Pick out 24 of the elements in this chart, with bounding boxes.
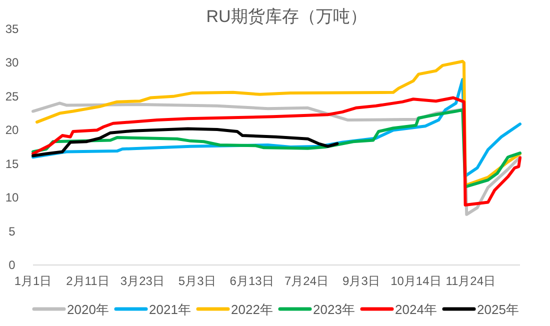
legend-label: 2024年: [395, 302, 437, 317]
y-tick-label: 15: [5, 156, 19, 171]
y-tick-label: 0: [8, 258, 16, 272]
x-tick-label: 10月14日: [390, 274, 442, 288]
legend-label: 2020年: [67, 302, 109, 317]
y-tick-label: 30: [5, 56, 19, 70]
x-tick-label: 3月23日: [120, 274, 164, 288]
y-tick-label: 35: [5, 22, 19, 36]
x-tick-label: 5月3日: [178, 274, 216, 288]
legend-label: 2021年: [149, 302, 191, 317]
title: RU期货库存（万吨）: [206, 7, 367, 26]
legend-label: 2023年: [313, 302, 355, 317]
x-tick-label: 6月13日: [230, 274, 274, 288]
legend-label: 2022年: [231, 302, 273, 317]
x-tick-label: 9月3日: [342, 274, 380, 288]
x-tick-label: 2月11日: [66, 274, 110, 288]
y-tick-label: 20: [5, 123, 19, 138]
y-tick-label: 5: [8, 224, 16, 238]
x-tick-label: 11月24日: [446, 274, 496, 288]
y-tick-label: 25: [5, 89, 19, 104]
x-tick-label: 7月24日: [284, 274, 329, 288]
y-tick-label: 10: [5, 190, 19, 205]
x-tick-label: 1月1日: [14, 274, 52, 288]
legend-label: 2025年: [477, 302, 519, 317]
